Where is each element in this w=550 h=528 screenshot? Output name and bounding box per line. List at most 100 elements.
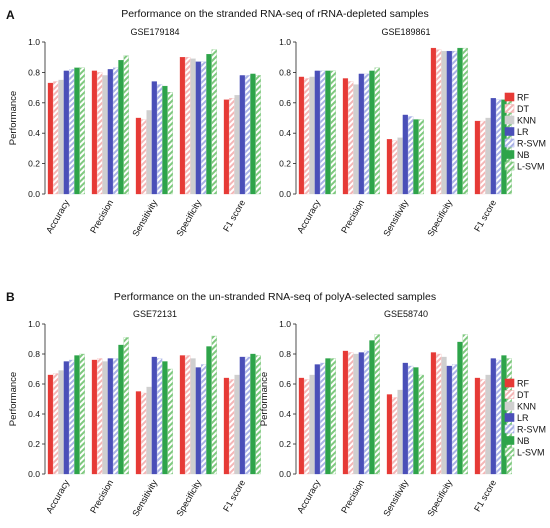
y-tick-label: 0.8	[28, 349, 40, 359]
bar-KNN-Sensitivity	[146, 110, 152, 195]
bar-NB-Precision	[369, 70, 375, 195]
chart-GSE58740: GSE58740 0.0 0.2 0.4 0.6 0.8 1.0 Performance Acc…	[259, 309, 512, 518]
legend-label: L-SVM	[517, 448, 545, 458]
x-tick-label: Precision	[88, 478, 115, 515]
bar-R-SVM-F1-score	[496, 99, 502, 195]
bar-KNN-Accuracy	[309, 76, 315, 195]
bar-LR-Sensitivity	[151, 81, 157, 195]
legend-swatch-NB	[504, 150, 515, 159]
bar-RF-Precision	[91, 70, 98, 195]
y-tick-label: 0.6	[279, 98, 291, 108]
x-tick-label: Accuracy	[44, 198, 71, 235]
bar-R-SVM-F1-score	[496, 359, 502, 475]
bar-R-SVM-Precision	[364, 73, 370, 195]
bar-LR-Specificity	[195, 61, 201, 195]
legend-label: LR	[517, 413, 529, 423]
bar-DT-Specificity	[185, 57, 191, 195]
y-tick-label: 0.8	[279, 349, 291, 359]
bar-RF-F1-score	[223, 99, 230, 195]
y-axis-label: Performance	[8, 372, 19, 426]
bar-NB-Precision	[118, 60, 124, 195]
legend-label: R-SVM	[517, 139, 546, 149]
legend-label: RF	[517, 379, 529, 389]
bar-RF-Specificity	[430, 47, 437, 195]
legend-swatch-KNN	[504, 115, 515, 125]
bar-NB-Sensitivity	[162, 361, 168, 475]
bar-R-SVM-Sensitivity	[157, 84, 163, 195]
bar-L-SVM-Specificity	[462, 47, 468, 195]
bar-DT-Precision	[348, 352, 354, 475]
y-tick-label: 0.0	[28, 469, 40, 479]
bar-KNN-Specificity	[441, 50, 447, 195]
bar-L-SVM-Sensitivity	[418, 374, 424, 475]
chart-title: GSE58740	[384, 309, 428, 319]
y-tick-label: 0.2	[28, 439, 40, 449]
x-tick-label: Sensitivity	[130, 198, 159, 239]
x-tick-label: Accuracy	[295, 198, 322, 235]
panel-a-letter: A	[6, 8, 15, 22]
bar-LR-Specificity	[446, 365, 452, 475]
bar-RF-Accuracy	[298, 377, 305, 475]
y-tick-label: 1.0	[279, 319, 291, 329]
y-tick-label: 0.8	[28, 67, 40, 77]
bar-KNN-Sensitivity	[397, 389, 403, 475]
bar-L-SVM-Sensitivity	[167, 92, 173, 195]
bar-KNN-Specificity	[441, 356, 447, 475]
legend-swatch-L-SVM	[504, 447, 515, 457]
bar-DT-Sensitivity	[392, 140, 398, 195]
bar-L-SVM-Specificity	[462, 334, 468, 475]
y-tick-label: 0.6	[279, 379, 291, 389]
legend-swatch-NB	[504, 436, 515, 445]
legend-label: L-SVM	[517, 162, 545, 172]
y-tick-label: 1.0	[28, 37, 40, 47]
legend-swatch-DT	[504, 390, 515, 399]
y-tick-label: 0.6	[28, 98, 40, 108]
y-tick-label: 0.0	[279, 469, 291, 479]
x-tick-label: Precision	[339, 198, 366, 235]
bar-RF-Accuracy	[298, 76, 305, 195]
y-tick-label: 0.2	[279, 159, 291, 169]
bar-NB-Accuracy	[325, 70, 331, 195]
x-tick-label: Precision	[339, 478, 366, 515]
bar-NB-Precision	[369, 340, 375, 475]
bar-DT-F1-score	[480, 379, 486, 475]
y-tick-label: 0.2	[279, 439, 291, 449]
bar-KNN-Accuracy	[309, 374, 315, 475]
x-tick-label: F1 score	[221, 478, 247, 513]
bar-L-SVM-Specificity	[211, 49, 217, 195]
legend-label: NB	[517, 150, 530, 160]
bar-RF-Precision	[342, 78, 349, 195]
bar-L-SVM-Accuracy	[330, 358, 336, 475]
bar-DT-Precision	[97, 358, 103, 475]
bar-R-SVM-Specificity	[201, 364, 207, 475]
x-tick-label: Sensitivity	[130, 478, 159, 519]
bar-R-SVM-Accuracy	[69, 69, 75, 195]
x-tick-label: Specificity	[425, 478, 454, 519]
charts-layer: GSE179184 0.0 0.2 0.4 0.6 0.8 1.0 Performance Ac…	[8, 27, 512, 518]
bar-L-SVM-Specificity	[211, 335, 217, 475]
legend-label: LR	[517, 127, 529, 137]
bar-LR-F1-score	[490, 98, 496, 195]
bar-DT-Accuracy	[53, 373, 59, 475]
bar-NB-Accuracy	[74, 67, 80, 195]
bar-NB-Specificity	[206, 346, 212, 475]
bar-R-SVM-Accuracy	[320, 70, 326, 195]
bar-R-SVM-Specificity	[452, 50, 458, 195]
bar-KNN-F1-score	[485, 117, 491, 195]
y-tick-label: 0.0	[279, 189, 291, 199]
bar-LR-F1-score	[239, 75, 245, 195]
y-tick-label: 0.8	[279, 67, 291, 77]
legends-layer: RFDTKNNLRR-SVMNBL-SVMRFDTKNNLRR-SVMNBL-S…	[504, 93, 546, 458]
legend-label: NB	[517, 436, 530, 446]
bar-NB-Precision	[118, 344, 124, 475]
bar-RF-F1-score	[474, 120, 481, 195]
legend-swatch-DT	[504, 104, 515, 113]
bar-KNN-Precision	[353, 353, 359, 475]
x-tick-label: F1 score	[472, 478, 498, 513]
panel-b-letter: B	[6, 290, 15, 304]
legend-swatch-L-SVM	[504, 161, 515, 171]
bar-R-SVM-Accuracy	[69, 359, 75, 475]
bar-DT-Accuracy	[304, 78, 310, 195]
bar-NB-F1-score	[250, 73, 256, 195]
